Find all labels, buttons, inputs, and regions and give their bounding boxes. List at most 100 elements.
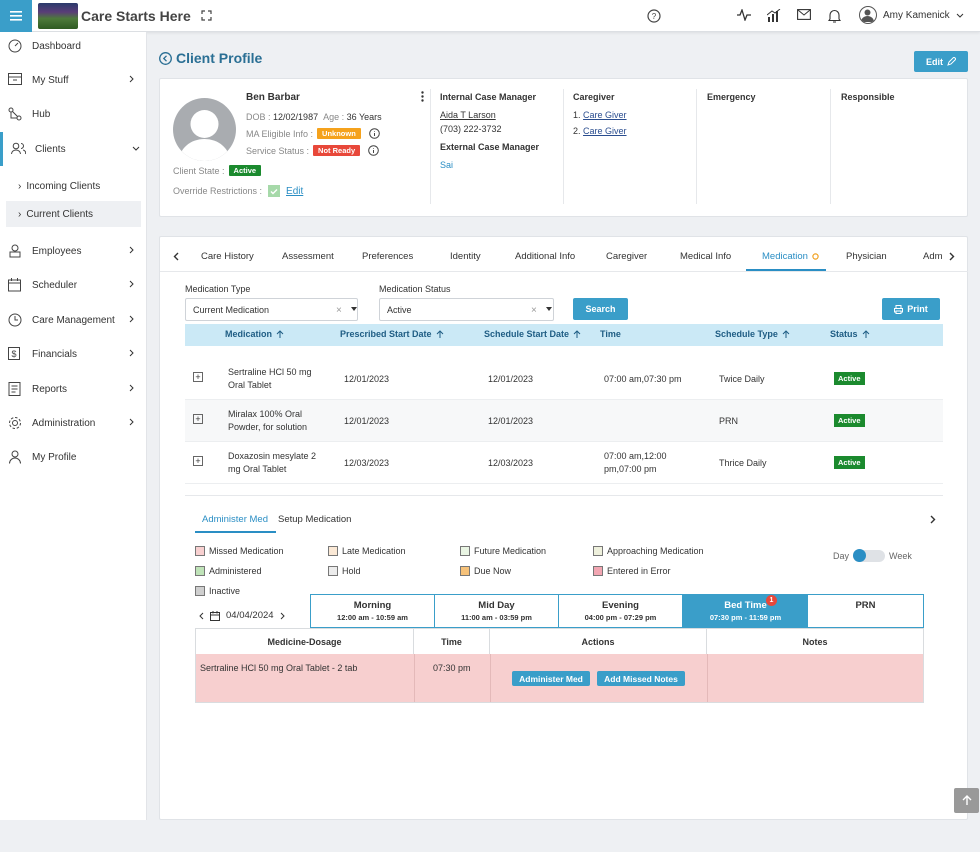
search-button[interactable]: Search	[573, 298, 628, 320]
clear-icon[interactable]: ×	[531, 305, 537, 316]
sidebar-item-my-stuff[interactable]: My Stuff	[0, 63, 147, 97]
table-row[interactable]: + Doxazosin mesylate 2 mg Oral Tablet 12/…	[185, 442, 943, 484]
schedule-time: 07:00 am,07:30 pm	[604, 374, 682, 384]
status-dot-icon	[812, 253, 819, 260]
sidebar-subitem-current-clients[interactable]: › Current Clients	[6, 201, 141, 227]
chevron-right-icon[interactable]	[930, 515, 936, 524]
print-button[interactable]: Print	[882, 298, 940, 320]
divider	[414, 654, 415, 702]
column-header-prescribed-start[interactable]: Prescribed Start Date	[340, 329, 444, 339]
client-profile-card: Ben Barbar DOB : 12/02/1987 Age : 36 Yea…	[159, 78, 968, 217]
user-menu[interactable]: Amy Kamenick	[859, 6, 964, 24]
sidebar-item-care-management[interactable]: Care Management	[0, 303, 147, 337]
help-icon[interactable]: ?	[647, 9, 661, 23]
column-header-schedule-type[interactable]: Schedule Type	[715, 329, 790, 339]
shift-tab-evening[interactable]: Evening 04:00 pm - 07:29 pm	[558, 594, 683, 628]
chevron-right-icon	[129, 349, 134, 357]
expand-row-icon[interactable]: +	[193, 456, 203, 466]
tab-additional-info[interactable]: Additional Info	[515, 251, 576, 262]
column-header-status[interactable]: Status	[830, 329, 870, 339]
sidebar-item-scheduler[interactable]: Scheduler	[0, 268, 147, 302]
legend-swatch	[195, 566, 205, 576]
table-row[interactable]: + Miralax 100% Oral Powder, for solution …	[185, 400, 943, 442]
add-missed-notes-button[interactable]: Add Missed Notes	[597, 671, 685, 686]
caregiver-link[interactable]: Care Giver	[583, 110, 627, 120]
info-icon[interactable]	[368, 128, 380, 139]
sidebar-subitem-incoming-clients[interactable]: › Incoming Clients	[6, 173, 141, 199]
service-status-badge: Not Ready	[313, 145, 361, 156]
clock-icon	[8, 313, 22, 327]
shift-tab-bed-time[interactable]: Bed Time 07:30 pm - 11:59 pm 1	[683, 594, 808, 628]
caregiver-item: 2. Care Giver	[573, 126, 627, 136]
mail-icon[interactable]	[797, 9, 811, 20]
clear-icon[interactable]: ×	[336, 305, 342, 316]
caregiver-link[interactable]: Care Giver	[583, 126, 627, 136]
users-icon	[11, 142, 26, 155]
legend-item: Approaching Medication	[593, 546, 704, 556]
tab-caregiver[interactable]: Caregiver	[606, 251, 648, 262]
shift-tab-mid-day[interactable]: Mid Day 11:00 am - 03:59 pm	[434, 594, 559, 628]
tab-medical-info[interactable]: Medical Info	[680, 251, 732, 262]
legend-swatch	[593, 546, 603, 556]
sidebar-subitem-label: Current Clients	[26, 208, 94, 220]
shift-tab-prn[interactable]: PRN	[807, 594, 924, 628]
medication-status-select[interactable]: Active ×	[379, 298, 554, 321]
shift-tab-morning[interactable]: Morning 12:00 am - 10:59 am	[310, 594, 435, 628]
divider	[696, 89, 697, 204]
back-icon[interactable]	[159, 51, 172, 65]
hamburger-menu-button[interactable]	[0, 0, 32, 32]
app-title: Care Starts Here	[81, 8, 191, 24]
tab-administration[interactable]: Adm	[923, 251, 943, 262]
sidebar-item-my-profile[interactable]: My Profile	[0, 440, 147, 474]
sidebar-item-financials[interactable]: $ Financials	[0, 337, 147, 371]
expand-row-icon[interactable]: +	[193, 372, 203, 382]
edit-button-label: Edit	[926, 56, 943, 67]
column-header-medication[interactable]: Medication	[225, 329, 284, 339]
subtab-administer-med[interactable]: Administer Med	[202, 514, 268, 525]
chevron-right-icon[interactable]	[949, 252, 955, 261]
tab-medication[interactable]: Medication	[762, 251, 819, 262]
day-week-toggle[interactable]: Day Week	[833, 549, 912, 562]
chevron-left-icon[interactable]	[199, 612, 204, 620]
sidebar-item-reports[interactable]: Reports	[0, 372, 147, 406]
medication-type-select[interactable]: Current Medication ×	[185, 298, 358, 321]
expand-row-icon[interactable]: +	[193, 414, 203, 424]
bell-icon[interactable]	[828, 9, 841, 23]
tab-preferences[interactable]: Preferences	[362, 251, 414, 262]
active-tab-underline	[746, 269, 826, 271]
medication-name: Miralax 100% Oral Powder, for solution	[228, 409, 308, 432]
page-title-bar: Client Profile	[159, 50, 262, 66]
activity-icon[interactable]	[737, 9, 751, 21]
edit-profile-button[interactable]: Edit	[914, 51, 968, 72]
fullscreen-icon[interactable]	[201, 10, 212, 21]
sidebar-item-label: My Profile	[32, 451, 77, 463]
tab-care-history[interactable]: Care History	[201, 251, 254, 262]
sidebar-item-dashboard[interactable]: Dashboard	[0, 29, 147, 63]
sort-up-icon	[782, 329, 790, 338]
sidebar-item-clients[interactable]: Clients	[0, 132, 147, 166]
chart-icon[interactable]	[767, 9, 781, 22]
sidebar-item-administration[interactable]: Administration	[0, 406, 147, 440]
more-options-icon[interactable]	[421, 91, 424, 102]
sidebar-item-hub[interactable]: Hub	[0, 97, 147, 131]
chevron-left-icon[interactable]	[173, 252, 179, 261]
internal-case-manager-link[interactable]: Aida T Larson	[440, 110, 496, 120]
tab-assessment[interactable]: Assessment	[282, 251, 334, 262]
info-icon[interactable]	[368, 145, 379, 156]
calendar-icon[interactable]	[210, 610, 220, 621]
subtab-setup-medication[interactable]: Setup Medication	[278, 514, 352, 525]
tab-physician[interactable]: Physician	[846, 251, 887, 262]
scroll-to-top-button[interactable]	[954, 788, 979, 813]
toggle-switch[interactable]	[853, 549, 886, 562]
chevron-right-icon[interactable]	[280, 612, 285, 620]
column-header-schedule-start[interactable]: Schedule Start Date	[484, 329, 581, 339]
table-row[interactable]: + Sertraline HCl 50 mg Oral Tablet 12/01/…	[185, 358, 943, 400]
print-icon	[894, 304, 904, 314]
dose-time: 07:30 pm	[433, 663, 471, 673]
override-edit-link[interactable]: Edit	[286, 185, 304, 197]
medication-name: Doxazosin mesylate 2 mg Oral Tablet	[228, 451, 317, 474]
administer-med-button[interactable]: Administer Med	[512, 671, 590, 686]
override-checkbox[interactable]	[268, 185, 281, 197]
tab-identity[interactable]: Identity	[450, 251, 481, 262]
sidebar-item-employees[interactable]: Employees	[0, 234, 147, 268]
